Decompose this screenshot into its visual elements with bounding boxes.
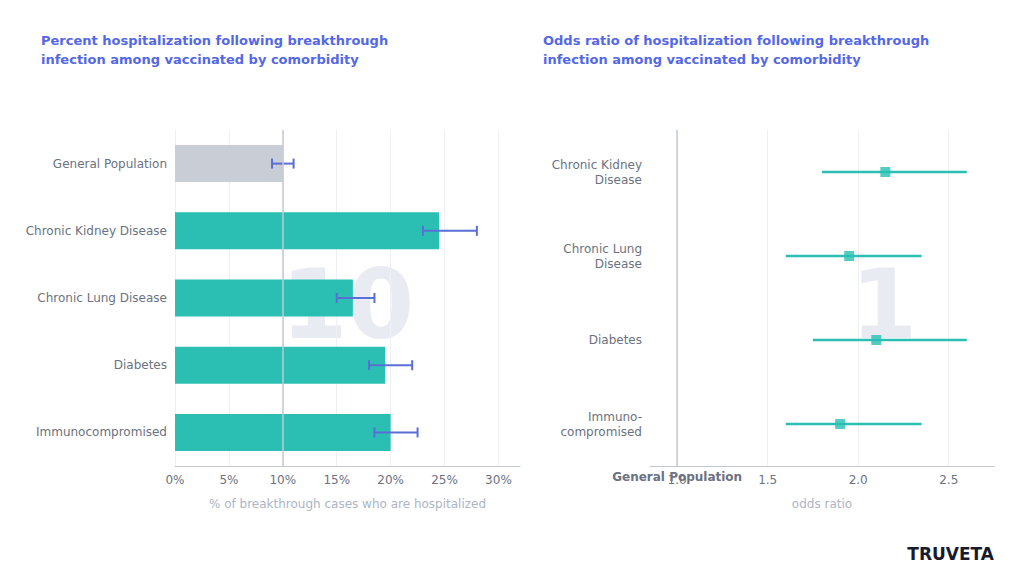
svg-text:15%: 15%: [323, 473, 350, 487]
svg-text:TRUVETA: TRUVETA: [907, 544, 995, 564]
svg-text:Diabetes: Diabetes: [114, 358, 167, 372]
svg-text:Chronic Lung: Chronic Lung: [563, 242, 642, 256]
svg-text:20%: 20%: [377, 473, 404, 487]
svg-text:Diabetes: Diabetes: [589, 333, 642, 347]
svg-text:Odds ratio of hospitalization: Odds ratio of hospitalization following …: [543, 33, 929, 48]
svg-text:% of breakthrough cases who ar: % of breakthrough cases who are hospital…: [209, 497, 486, 511]
svg-text:Immunocompromised: Immunocompromised: [36, 425, 167, 439]
svg-text:Chronic Kidney: Chronic Kidney: [552, 158, 642, 172]
svg-text:General Population: General Population: [612, 470, 742, 484]
svg-text:Percent hospitalization follow: Percent hospitalization following breakt…: [41, 33, 388, 48]
svg-text:5%: 5%: [219, 473, 238, 487]
svg-text:infection among vaccinated by: infection among vaccinated by comorbidit…: [543, 52, 861, 67]
svg-text:Chronic Lung Disease: Chronic Lung Disease: [37, 291, 167, 305]
svg-text:30%: 30%: [485, 473, 512, 487]
svg-text:Immuno-: Immuno-: [588, 410, 642, 424]
svg-text:General Population: General Population: [53, 157, 167, 171]
svg-text:0%: 0%: [165, 473, 184, 487]
svg-text:10: 10: [280, 248, 415, 361]
svg-text:compromised: compromised: [560, 425, 642, 439]
svg-text:1: 1: [851, 249, 918, 361]
svg-text:1.5: 1.5: [758, 473, 777, 487]
svg-text:Chronic Kidney Disease: Chronic Kidney Disease: [26, 224, 167, 238]
svg-text:10%: 10%: [269, 473, 296, 487]
svg-text:2.0: 2.0: [849, 473, 868, 487]
svg-text:2.5: 2.5: [939, 473, 958, 487]
svg-text:infection among vaccinated by: infection among vaccinated by comorbidit…: [41, 52, 359, 67]
svg-text:Disease: Disease: [595, 257, 642, 271]
svg-text:25%: 25%: [431, 473, 458, 487]
svg-text:Disease: Disease: [595, 173, 642, 187]
svg-text:odds ratio: odds ratio: [792, 497, 852, 511]
